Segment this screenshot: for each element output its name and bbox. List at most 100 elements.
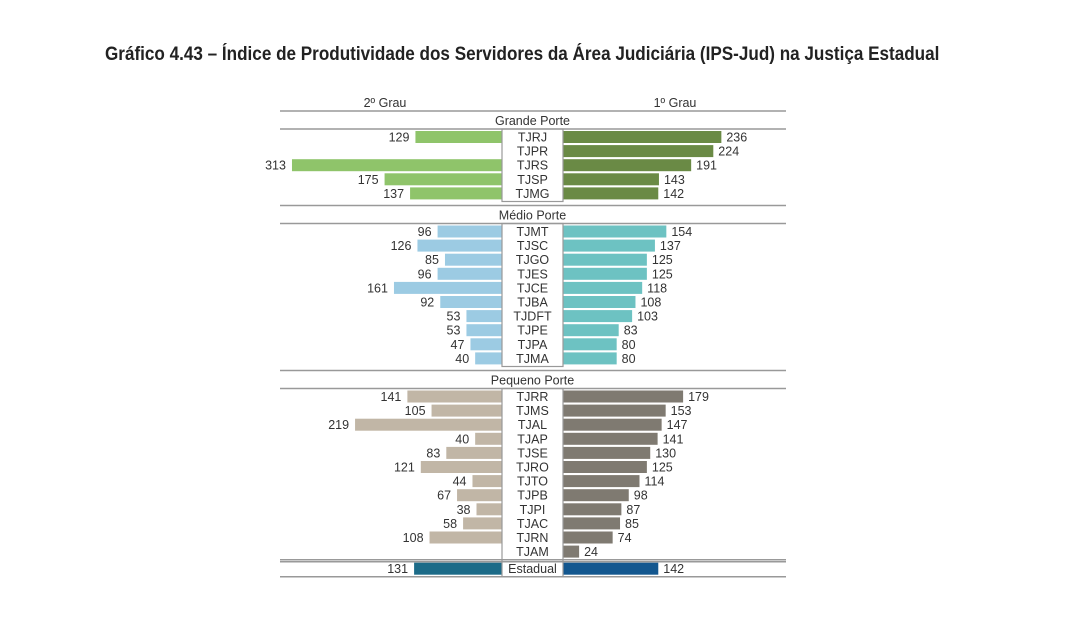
- value-right-TJBA: 108: [640, 296, 661, 310]
- bar-left-TJTO: [472, 475, 502, 488]
- bar-left-TJAC: [463, 517, 502, 530]
- bar-right-TJPA: [563, 338, 617, 351]
- bar-right-TJCE: [563, 281, 643, 294]
- bar-left-TJAP: [475, 432, 502, 445]
- value-left-TJAP: 40: [455, 432, 469, 446]
- value-left-TJPE: 53: [447, 324, 461, 338]
- value-left-TJBA: 92: [420, 296, 434, 310]
- category-label-TJMG: TJMG: [515, 187, 549, 201]
- bar-right-TJAP: [563, 432, 658, 445]
- category-label-TJPR: TJPR: [517, 145, 548, 159]
- category-label-TJRR: TJRR: [517, 390, 549, 404]
- value-left-TJPI: 38: [457, 503, 471, 517]
- bar-left-TJSC: [417, 239, 502, 252]
- bar-left-TJPI: [476, 503, 502, 516]
- bar-right-TJSP: [563, 173, 659, 186]
- category-box: [501, 222, 564, 368]
- bar-right-TJES: [563, 267, 647, 280]
- value-right-TJPE: 83: [624, 324, 638, 338]
- bar-right-TJMT: [563, 225, 667, 238]
- bar-left-TJAL: [355, 418, 502, 431]
- group-header-0: Grande Porte: [495, 114, 570, 128]
- value-right-TJMT: 154: [671, 225, 692, 239]
- category-label-TJAM: TJAM: [516, 545, 549, 559]
- value-right-TJGO: 125: [652, 253, 673, 267]
- bar-left-TJSP: [384, 173, 502, 186]
- category-label-TJSE: TJSE: [517, 446, 548, 460]
- value-right-TJMS: 153: [671, 404, 692, 418]
- bar-right-TJPB: [563, 489, 629, 502]
- value-left-TJSE: 83: [426, 446, 440, 460]
- bar-left-TJRJ: [415, 131, 502, 143]
- bar-right-TJRR: [563, 390, 684, 403]
- bar-left-TJRS: [291, 159, 502, 172]
- value-right-TJCE: 118: [647, 281, 667, 295]
- value-left-TJMS: 105: [405, 404, 426, 418]
- category-label-TJPI: TJPI: [520, 503, 546, 517]
- value-right-TJAL: 147: [667, 418, 688, 432]
- value-left-Estadual: 131: [387, 562, 408, 576]
- value-left-TJPB: 67: [437, 489, 451, 503]
- bar-right-TJMA: [563, 352, 617, 365]
- category-label-TJBA: TJBA: [517, 296, 548, 310]
- value-left-TJRJ: 129: [389, 131, 410, 145]
- chart-title: Gráfico 4.43 – Índice de Produtividade d…: [105, 44, 940, 65]
- bar-left-Estadual: [414, 562, 502, 575]
- bar-right-TJPR: [563, 145, 714, 158]
- bar-right-TJMG: [563, 187, 659, 200]
- value-right-TJRN: 74: [618, 531, 632, 545]
- category-label-TJRO: TJRO: [516, 461, 549, 475]
- value-left-TJSC: 126: [391, 239, 412, 253]
- value-left-TJDFT: 53: [447, 310, 461, 324]
- bar-left-TJES: [437, 267, 502, 280]
- category-label-TJRN: TJRN: [517, 531, 549, 545]
- value-left-TJMA: 40: [455, 352, 469, 366]
- value-left-TJTO: 44: [453, 475, 467, 489]
- category-label-TJDFT: TJDFT: [513, 310, 552, 324]
- group-header-2: Pequeno Porte: [491, 374, 574, 388]
- value-left-TJAC: 58: [443, 517, 457, 531]
- bar-left-TJBA: [440, 296, 502, 308]
- value-left-TJMG: 137: [383, 187, 404, 201]
- value-right-TJRO: 125: [652, 461, 673, 475]
- value-right-TJPR: 224: [718, 145, 739, 159]
- category-label-TJPE: TJPE: [517, 324, 548, 338]
- category-label-TJRJ: TJRJ: [518, 131, 547, 145]
- value-right-TJPI: 87: [626, 503, 640, 517]
- bar-right-TJAM: [563, 545, 580, 558]
- value-right-Estadual: 142: [663, 562, 684, 576]
- value-right-TJDFT: 103: [637, 310, 658, 324]
- value-right-TJES: 125: [652, 267, 673, 281]
- bar-right-TJAL: [563, 418, 662, 431]
- bar-right-TJSC: [563, 239, 655, 252]
- value-left-TJRN: 108: [403, 531, 424, 545]
- bar-left-TJPA: [470, 338, 502, 351]
- bar-right-TJDFT: [563, 310, 633, 323]
- value-right-TJMG: 142: [663, 187, 684, 201]
- value-right-TJPB: 98: [634, 489, 648, 503]
- bar-right-TJMS: [563, 404, 666, 417]
- category-box: [501, 128, 564, 203]
- category-label-TJSC: TJSC: [517, 239, 548, 253]
- value-right-TJPA: 80: [622, 338, 636, 352]
- value-right-TJRS: 191: [696, 159, 717, 173]
- category-label-TJPA: TJPA: [518, 338, 548, 352]
- left-axis-label: 2º Grau: [364, 96, 407, 110]
- value-right-TJAM: 24: [584, 545, 598, 559]
- bar-left-TJSE: [446, 446, 502, 459]
- value-left-TJPA: 47: [451, 338, 465, 352]
- value-left-TJMT: 96: [418, 225, 432, 239]
- value-right-TJRJ: 236: [726, 131, 747, 145]
- category-label-TJAL: TJAL: [518, 418, 547, 432]
- bar-right-TJSE: [563, 446, 651, 459]
- bar-left-TJDFT: [466, 310, 502, 323]
- category-label-TJAP: TJAP: [517, 432, 548, 446]
- bar-left-TJRO: [420, 461, 502, 473]
- category-label-TJRS: TJRS: [517, 159, 548, 173]
- bar-left-TJRR: [407, 390, 502, 403]
- value-right-TJRR: 179: [688, 390, 709, 404]
- value-left-TJES: 96: [418, 267, 432, 281]
- category-label-TJTO: TJTO: [517, 475, 548, 489]
- group-header-1: Médio Porte: [499, 209, 566, 223]
- bar-right-TJTO: [563, 475, 640, 488]
